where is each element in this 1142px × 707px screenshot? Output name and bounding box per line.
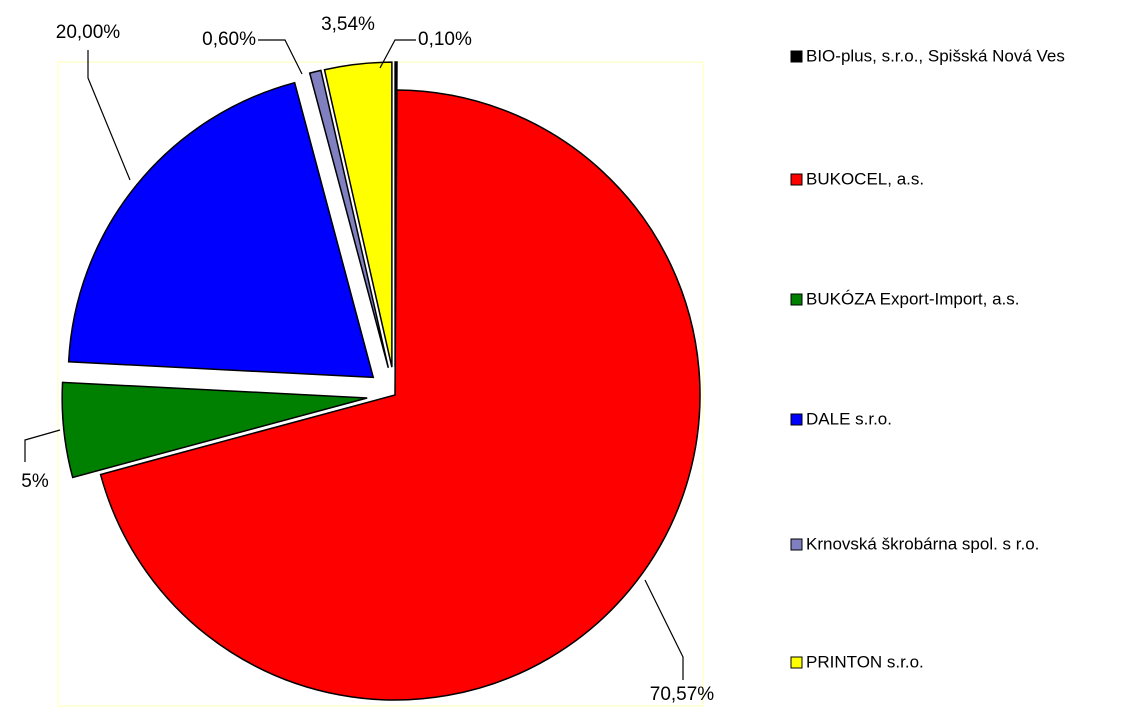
data-label: 0,60%	[202, 29, 256, 50]
pie-slice	[67, 81, 375, 379]
legend-label: PRINTON s.r.o.	[806, 652, 924, 671]
data-label: 70,57%	[650, 684, 715, 705]
leader-line	[379, 39, 416, 69]
legend-marker	[790, 293, 803, 306]
data-label: 0,10%	[418, 29, 472, 50]
legend-label: DALE s.r.o.	[806, 409, 892, 428]
legend-marker	[790, 413, 803, 426]
legend-label: Krnovská škrobárna spol. s r.o.	[806, 534, 1039, 553]
legend-label: BUKOCEL, a.s.	[806, 169, 924, 188]
data-label: 5%	[21, 471, 49, 492]
legend-marker	[790, 50, 803, 63]
leader-line	[644, 579, 684, 680]
legend-marker	[790, 656, 803, 669]
legend-label: BUKÓZA Export-Import, a.s.	[806, 289, 1020, 308]
pie-slice	[308, 69, 390, 369]
leader-line	[87, 50, 131, 181]
legend-marker	[790, 538, 803, 551]
leader-line	[24, 429, 61, 462]
pie-slice	[61, 381, 368, 479]
pie-slice	[323, 61, 393, 368]
data-label: 3,54%	[321, 14, 375, 35]
legend-marker	[790, 173, 803, 186]
pie-slice	[99, 89, 701, 701]
data-label: 20,00%	[56, 22, 121, 43]
leader-line	[258, 39, 303, 75]
legend-label: BIO-plus, s.r.o., Spišská Nová Ves	[806, 46, 1065, 65]
